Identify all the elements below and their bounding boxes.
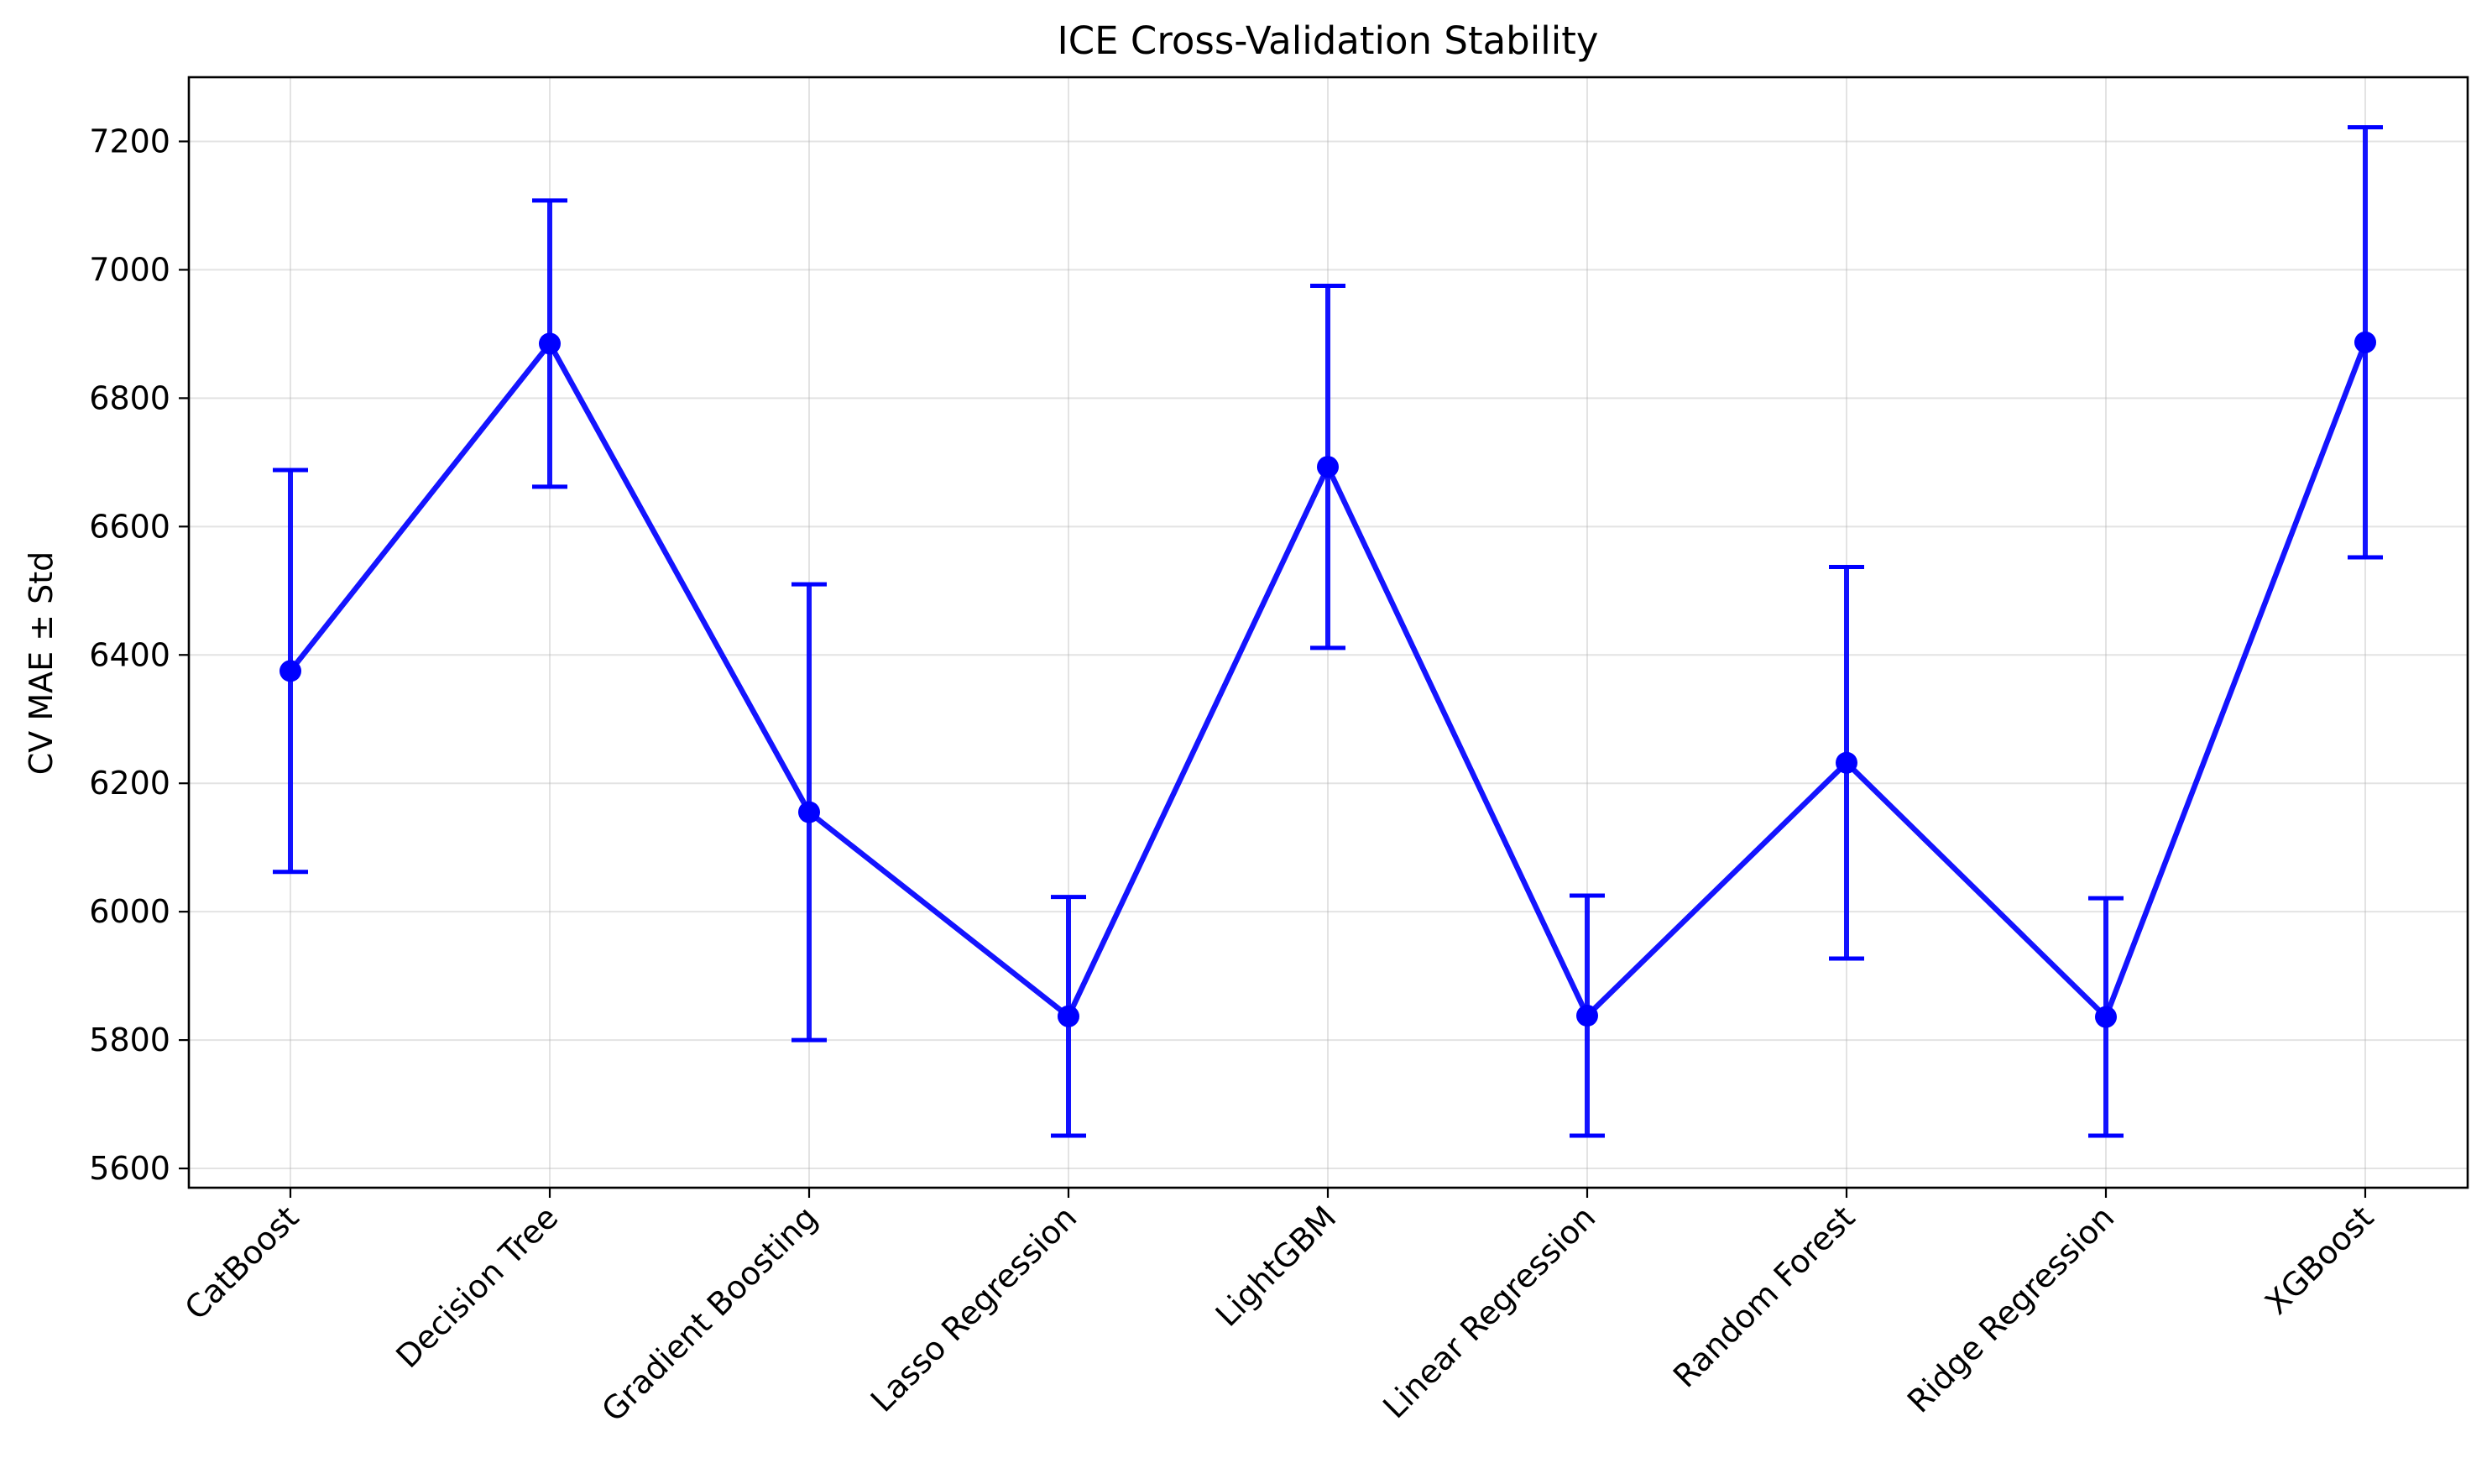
x-tick-label: Ridge Regression (1900, 1199, 2121, 1419)
y-tick-label: 6000 (89, 893, 170, 930)
data-point (2354, 331, 2376, 353)
y-tick-label: 7000 (89, 251, 170, 288)
y-tick-label: 6200 (89, 765, 170, 802)
x-tick-label: LightGBM (1209, 1199, 1344, 1334)
chart-title: ICE Cross-Validation Stability (1057, 18, 1598, 63)
y-tick-label: 5800 (89, 1022, 170, 1058)
data-point (2095, 1006, 2117, 1028)
x-tick-label: Linear Regression (1376, 1199, 1602, 1425)
x-tick-label: Random Forest (1666, 1199, 1862, 1394)
y-tick-label: 6600 (89, 508, 170, 545)
y-axis-label: CV MAE ± Std (23, 551, 60, 776)
series-layer (273, 125, 2383, 1138)
y-tick-label: 7200 (89, 123, 170, 159)
x-tick-label: Decision Tree (389, 1199, 565, 1375)
x-tick-label: Lasso Regression (864, 1199, 1084, 1419)
data-point (1576, 1005, 1598, 1027)
data-point (798, 801, 820, 823)
data-point (1317, 456, 1339, 478)
y-tick-label: 5600 (89, 1150, 170, 1187)
axis-layer: 5600 5800 6000 6200 6400 6600 6800 7000 7200 CatB… (89, 76, 2469, 1429)
x-tick-label: XGBoost (2258, 1199, 2380, 1321)
x-tick-label: CatBoost (178, 1199, 306, 1327)
y-tick-label: 6400 (89, 636, 170, 673)
data-point (1836, 751, 1857, 774)
data-point (1058, 1005, 1079, 1027)
grid-layer (189, 77, 2468, 1188)
data-point (539, 332, 561, 355)
y-tick-label: 6800 (89, 379, 170, 416)
data-point (280, 660, 301, 682)
x-tick-label: Gradient Boosting (594, 1199, 824, 1429)
